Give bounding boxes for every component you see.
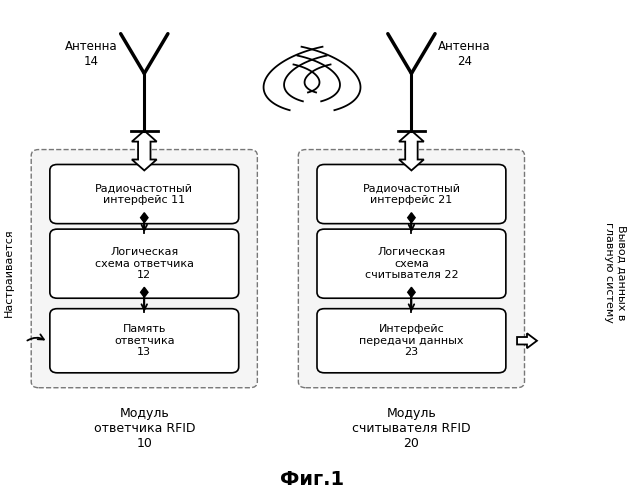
Text: Интерфейс
передачи данных
23: Интерфейс передачи данных 23	[359, 324, 464, 358]
Text: Антенна
24: Антенна 24	[438, 40, 491, 68]
Polygon shape	[408, 212, 415, 222]
FancyBboxPatch shape	[317, 164, 506, 224]
Polygon shape	[517, 334, 537, 348]
Text: Логическая
схема ответчика
12: Логическая схема ответчика 12	[95, 247, 194, 280]
Text: Логическая
схема
считывателя 22: Логическая схема считывателя 22	[365, 247, 459, 280]
FancyBboxPatch shape	[50, 164, 239, 224]
Text: Память
ответчика
13: Память ответчика 13	[114, 324, 175, 358]
FancyBboxPatch shape	[317, 308, 506, 373]
FancyBboxPatch shape	[50, 229, 239, 298]
Polygon shape	[399, 130, 424, 170]
Text: Радиочастотный
интерфейс 11: Радиочастотный интерфейс 11	[95, 184, 193, 205]
Text: Вывод данных в
главную систему: Вывод данных в главную систему	[604, 222, 626, 323]
FancyBboxPatch shape	[317, 229, 506, 298]
FancyBboxPatch shape	[298, 150, 525, 388]
Text: Фиг.1: Фиг.1	[280, 470, 344, 489]
Text: Модуль
ответчика RFID
10: Модуль ответчика RFID 10	[94, 406, 195, 450]
Text: Антенна
14: Антенна 14	[65, 40, 118, 68]
Polygon shape	[408, 288, 415, 297]
Text: Радиочастотный
интерфейс 21: Радиочастотный интерфейс 21	[362, 184, 460, 205]
Polygon shape	[140, 288, 148, 297]
Polygon shape	[140, 212, 148, 222]
FancyBboxPatch shape	[31, 150, 257, 388]
Text: Модуль
считывателя RFID
20: Модуль считывателя RFID 20	[352, 406, 470, 450]
Text: Настраивается: Настраивается	[4, 228, 14, 316]
Polygon shape	[132, 130, 157, 170]
FancyBboxPatch shape	[50, 308, 239, 373]
